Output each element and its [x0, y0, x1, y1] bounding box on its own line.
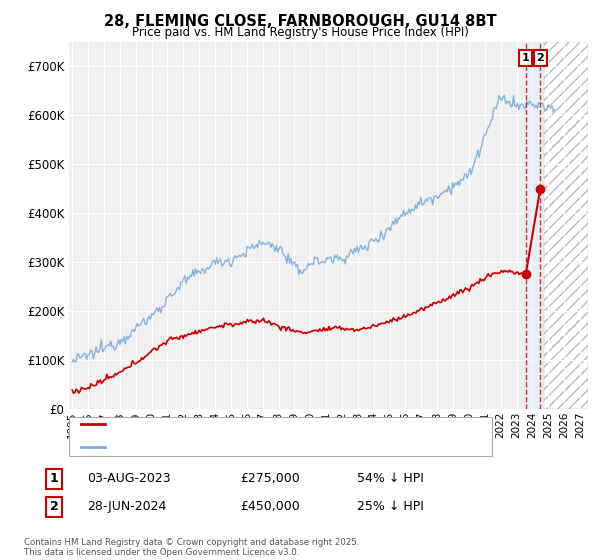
Bar — [526, 42, 540, 409]
Text: HPI: Average price, detached house, Rushmoor: HPI: Average price, detached house, Rush… — [111, 442, 368, 452]
Text: 28-JUN-2024: 28-JUN-2024 — [87, 500, 166, 514]
Bar — [544, 42, 588, 409]
Text: 2: 2 — [536, 53, 544, 63]
Text: Contains HM Land Registry data © Crown copyright and database right 2025.
This d: Contains HM Land Registry data © Crown c… — [24, 538, 359, 557]
Text: Price paid vs. HM Land Registry's House Price Index (HPI): Price paid vs. HM Land Registry's House … — [131, 26, 469, 39]
Text: 1: 1 — [50, 472, 58, 486]
Text: 54% ↓ HPI: 54% ↓ HPI — [357, 472, 424, 486]
Text: 2: 2 — [50, 500, 58, 514]
Text: 25% ↓ HPI: 25% ↓ HPI — [357, 500, 424, 514]
Text: 28, FLEMING CLOSE, FARNBOROUGH, GU14 8BT: 28, FLEMING CLOSE, FARNBOROUGH, GU14 8BT — [104, 14, 496, 29]
Text: 03-AUG-2023: 03-AUG-2023 — [87, 472, 170, 486]
Text: £275,000: £275,000 — [240, 472, 300, 486]
Text: 1: 1 — [522, 53, 530, 63]
Text: £450,000: £450,000 — [240, 500, 300, 514]
Text: 28, FLEMING CLOSE, FARNBOROUGH, GU14 8BT (detached house): 28, FLEMING CLOSE, FARNBOROUGH, GU14 8BT… — [111, 419, 473, 430]
